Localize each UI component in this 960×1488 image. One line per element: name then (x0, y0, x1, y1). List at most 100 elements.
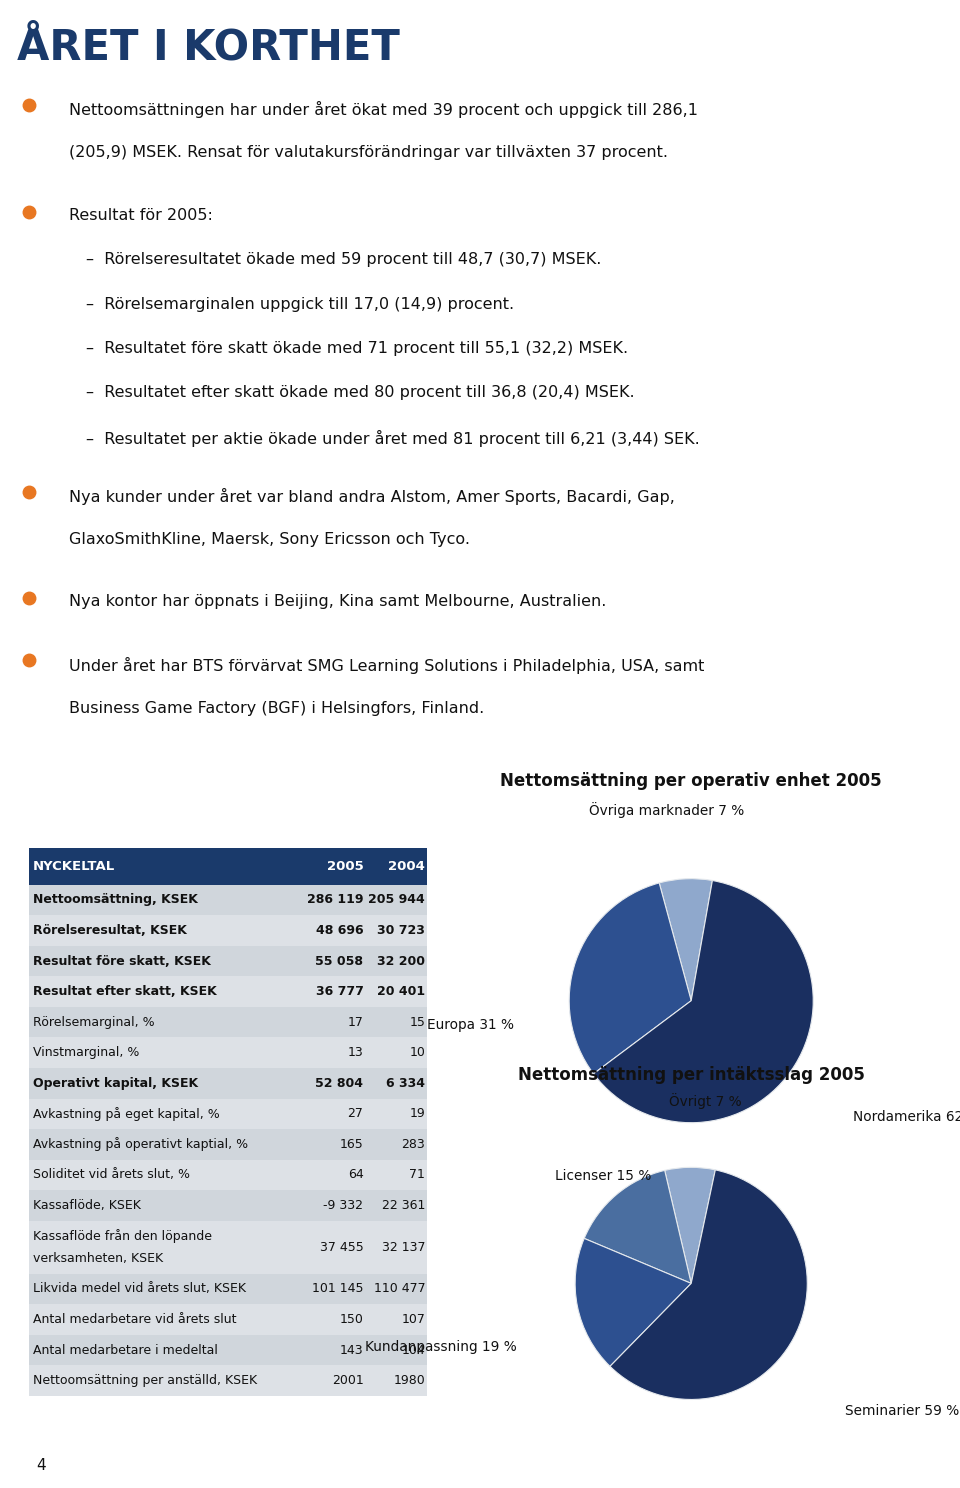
Text: 2001: 2001 (332, 1375, 364, 1387)
Bar (29, 1098, 427, 1129)
Wedge shape (664, 1168, 715, 1283)
Text: Kassaflöde, KSEK: Kassaflöde, KSEK (33, 1199, 141, 1213)
Text: 52 804: 52 804 (316, 1077, 364, 1089)
Text: 4: 4 (36, 1458, 46, 1473)
Text: Övrigt 7 %: Övrigt 7 % (669, 1094, 742, 1109)
Text: (205,9) MSEK. Rensat för valutakursförändringar var tillväxten 37 procent.: (205,9) MSEK. Rensat för valutakursförän… (69, 146, 668, 161)
Text: Soliditet vid årets slut, %: Soliditet vid årets slut, % (33, 1168, 190, 1181)
Text: 48 696: 48 696 (316, 924, 364, 937)
Text: Avkastning på eget kapital, %: Avkastning på eget kapital, % (33, 1107, 220, 1120)
Wedge shape (593, 881, 813, 1122)
Wedge shape (575, 1238, 691, 1366)
Text: 32 137: 32 137 (382, 1241, 425, 1254)
Text: ÅRET I KORTHET: ÅRET I KORTHET (17, 27, 400, 68)
Text: NYCKELTAL: NYCKELTAL (33, 860, 115, 873)
Bar (29, 1220, 427, 1274)
Text: 32 200: 32 200 (377, 954, 425, 967)
Text: Rörelseresultat, KSEK: Rörelseresultat, KSEK (33, 924, 186, 937)
Wedge shape (569, 882, 691, 1074)
Text: Under året har BTS förvärvat SMG Learning Solutions i Philadelphia, USA, samt: Under året har BTS förvärvat SMG Learnin… (69, 656, 705, 674)
Bar (29, 1129, 427, 1159)
Bar (29, 884, 427, 915)
Text: Avkastning på operativt kaptial, %: Avkastning på operativt kaptial, % (33, 1137, 248, 1152)
Text: 6 334: 6 334 (386, 1077, 425, 1089)
Bar (29, 1068, 427, 1098)
Text: 104: 104 (401, 1344, 425, 1357)
Text: -9 332: -9 332 (324, 1199, 364, 1213)
Bar (29, 848, 427, 884)
Text: –  Rörelsemarginalen uppgick till 17,0 (14,9) procent.: – Rörelsemarginalen uppgick till 17,0 (1… (86, 296, 515, 311)
Text: 20 401: 20 401 (377, 985, 425, 998)
Bar (29, 976, 427, 1007)
Text: Övriga marknader 7 %: Övriga marknader 7 % (589, 802, 744, 817)
Text: 101 145: 101 145 (312, 1283, 364, 1296)
Text: Nettomsättning per intäktsslag 2005: Nettomsättning per intäktsslag 2005 (517, 1065, 865, 1083)
Text: 286 119: 286 119 (307, 893, 364, 906)
Bar (29, 1335, 427, 1366)
Text: 30 723: 30 723 (377, 924, 425, 937)
Bar (29, 1159, 427, 1162)
Bar (29, 1159, 427, 1190)
Text: Business Game Factory (BGF) i Helsingfors, Finland.: Business Game Factory (BGF) i Helsingfor… (69, 701, 485, 716)
Text: 143: 143 (340, 1344, 364, 1357)
Text: 110 477: 110 477 (373, 1283, 425, 1296)
Text: Vinstmarginal, %: Vinstmarginal, % (33, 1046, 139, 1059)
Text: Antal medarbetare i medeltal: Antal medarbetare i medeltal (33, 1344, 218, 1357)
Wedge shape (660, 879, 712, 1000)
Text: 71: 71 (409, 1168, 425, 1181)
Text: Nettoomsättning per anställd, KSEK: Nettoomsättning per anställd, KSEK (33, 1375, 257, 1387)
Text: 55 058: 55 058 (316, 954, 364, 967)
Text: Rörelsemarginal, %: Rörelsemarginal, % (33, 1016, 155, 1028)
Text: 15: 15 (409, 1016, 425, 1028)
Wedge shape (585, 1171, 691, 1283)
Text: –  Resultatet efter skatt ökade med 80 procent till 36,8 (20,4) MSEK.: – Resultatet efter skatt ökade med 80 pr… (86, 385, 635, 400)
Bar (29, 1190, 427, 1220)
Text: Operativt kapital, KSEK: Operativt kapital, KSEK (33, 1077, 198, 1089)
Text: 36 777: 36 777 (316, 985, 364, 998)
Text: GlaxoSmithKline, Maersk, Sony Ericsson och Tyco.: GlaxoSmithKline, Maersk, Sony Ericsson o… (69, 533, 470, 548)
Text: 27: 27 (348, 1107, 364, 1120)
Text: 2005: 2005 (326, 860, 364, 873)
Text: Resultat för 2005:: Resultat för 2005: (69, 208, 213, 223)
Text: 64: 64 (348, 1168, 364, 1181)
Bar (29, 915, 427, 946)
Bar (29, 1366, 427, 1396)
Text: –  Resultatet per aktie ökade under året med 81 procent till 6,21 (3,44) SEK.: – Resultatet per aktie ökade under året … (86, 430, 700, 446)
Text: Antal medarbetare vid årets slut: Antal medarbetare vid årets slut (33, 1312, 236, 1326)
Text: Likvida medel vid årets slut, KSEK: Likvida medel vid årets slut, KSEK (33, 1283, 246, 1296)
Bar (29, 1274, 427, 1305)
Wedge shape (610, 1170, 807, 1399)
Bar (29, 1068, 427, 1070)
Text: 22 361: 22 361 (382, 1199, 425, 1213)
Text: Nettoomsättningen har under året ökat med 39 procent och uppgick till 286,1: Nettoomsättningen har under året ökat me… (69, 101, 698, 118)
Text: 205 944: 205 944 (369, 893, 425, 906)
Bar (29, 1305, 427, 1335)
Text: –  Resultatet före skatt ökade med 71 procent till 55,1 (32,2) MSEK.: – Resultatet före skatt ökade med 71 pro… (86, 341, 629, 356)
Text: 107: 107 (401, 1312, 425, 1326)
Text: Nettomsättning per operativ enhet 2005: Nettomsättning per operativ enhet 2005 (500, 772, 882, 790)
Text: 19: 19 (410, 1107, 425, 1120)
Text: Licenser 15 %: Licenser 15 % (555, 1170, 651, 1183)
Text: 17: 17 (348, 1016, 364, 1028)
Text: Resultat efter skatt, KSEK: Resultat efter skatt, KSEK (33, 985, 217, 998)
Bar (29, 946, 427, 976)
Text: 150: 150 (340, 1312, 364, 1326)
Text: 1980: 1980 (394, 1375, 425, 1387)
Text: 283: 283 (401, 1138, 425, 1150)
Text: Nettoomsättning, KSEK: Nettoomsättning, KSEK (33, 893, 198, 906)
Text: Nya kontor har öppnats i Beijing, Kina samt Melbourne, Australien.: Nya kontor har öppnats i Beijing, Kina s… (69, 594, 607, 610)
Text: Resultat före skatt, KSEK: Resultat före skatt, KSEK (33, 954, 210, 967)
Text: 2004: 2004 (389, 860, 425, 873)
Bar (29, 1037, 427, 1068)
Text: Kundanpassning 19 %: Kundanpassning 19 % (366, 1341, 517, 1354)
Text: Europa 31 %: Europa 31 % (427, 1018, 515, 1033)
Text: Kassaflöde från den löpande: Kassaflöde från den löpande (33, 1229, 212, 1242)
Text: Nordamerika 62 %: Nordamerika 62 % (852, 1110, 960, 1123)
Text: 165: 165 (340, 1138, 364, 1150)
Text: Nya kunder under året var bland andra Alstom, Amer Sports, Bacardi, Gap,: Nya kunder under året var bland andra Al… (69, 488, 675, 504)
Text: Seminarier 59 %: Seminarier 59 % (845, 1405, 959, 1418)
Text: 37 455: 37 455 (320, 1241, 364, 1254)
Text: 13: 13 (348, 1046, 364, 1059)
Text: verksamheten, KSEK: verksamheten, KSEK (33, 1253, 163, 1265)
Bar (29, 1007, 427, 1037)
